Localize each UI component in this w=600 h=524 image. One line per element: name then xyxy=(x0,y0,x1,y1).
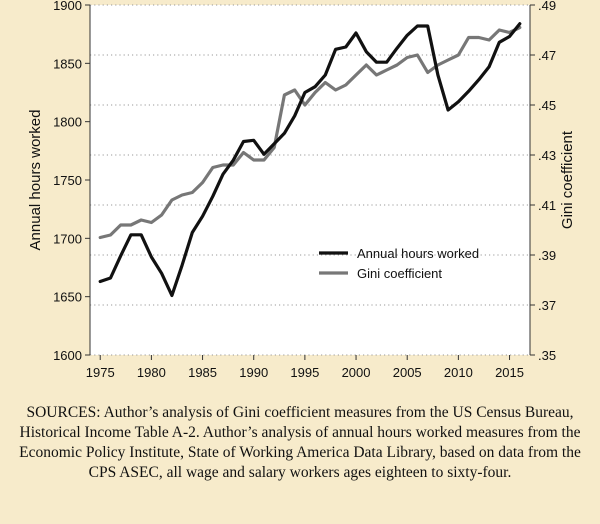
legend-label-hours: Annual hours worked xyxy=(357,246,479,261)
y-tick-label: 1900 xyxy=(53,0,82,13)
y-axis-label: Annual hours worked xyxy=(27,110,44,251)
y2-tick-label: .39 xyxy=(538,248,556,263)
y2-axis-label: Gini coefficient xyxy=(559,130,576,229)
series-group xyxy=(98,22,522,298)
y-tick-label: 1650 xyxy=(53,290,82,305)
series-line-hours xyxy=(98,22,522,298)
y2-tick-label: .49 xyxy=(538,0,556,13)
y2-tick-label: .43 xyxy=(538,148,556,163)
x-tick-label: 1995 xyxy=(290,365,319,380)
sources-note: SOURCES: Author’s analysis of Gini coeff… xyxy=(19,404,581,481)
x-tick-label: 2015 xyxy=(495,365,524,380)
y2-tick-label: .37 xyxy=(538,298,556,313)
plot-area xyxy=(90,5,530,355)
ticks: .35 .37 .39 .41 .43 .45 .47 .49 1600 1650 1700 1750… xyxy=(53,0,556,380)
x-tick-label: 2010 xyxy=(444,365,473,380)
y-tick-label: 1800 xyxy=(53,115,82,130)
line-chart: .35 .37 .39 .41 .43 .45 .47 .49 1600 1650 1700 1750… xyxy=(27,0,576,380)
x-tick-label: 1975 xyxy=(86,365,115,380)
x-tick-label: 1990 xyxy=(239,365,268,380)
y2-tick-label: .47 xyxy=(538,48,556,63)
x-tick-label: 2005 xyxy=(393,365,422,380)
legend: Annual hours worked Gini coefficient xyxy=(319,246,479,281)
series-line-gini xyxy=(98,25,522,240)
legend-label-gini: Gini coefficient xyxy=(357,266,442,281)
y2-tick-label: .35 xyxy=(538,348,556,363)
y2-tick-label: .45 xyxy=(538,98,556,113)
x-tick-label: 1980 xyxy=(137,365,166,380)
y-tick-label: 1850 xyxy=(53,56,82,71)
y2-tick-label: .41 xyxy=(538,198,556,213)
x-tick-label: 2000 xyxy=(342,365,371,380)
y-tick-label: 1600 xyxy=(53,348,82,363)
y-tick-label: 1750 xyxy=(53,173,82,188)
x-tick-label: 1985 xyxy=(188,365,217,380)
y-tick-label: 1700 xyxy=(53,231,82,246)
